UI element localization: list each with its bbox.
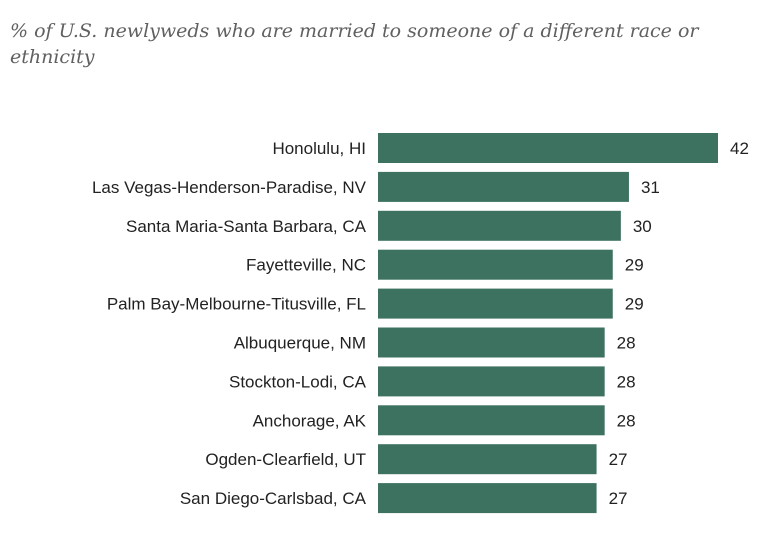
value-label: 28: [617, 411, 636, 430]
category-label: Fayetteville, NC: [246, 256, 366, 275]
category-label: San Diego-Carlsbad, CA: [180, 489, 367, 508]
value-label: 30: [633, 217, 652, 236]
category-label: Stockton-Lodi, CA: [229, 372, 367, 391]
value-label: 42: [730, 139, 749, 158]
bar: [378, 210, 621, 241]
category-label: Las Vegas-Henderson-Paradise, NV: [92, 178, 367, 197]
value-label: 31: [641, 178, 660, 197]
bar: [378, 249, 613, 280]
value-label: 28: [617, 372, 636, 391]
bar: [378, 366, 605, 397]
bar: [378, 483, 597, 514]
bar: [378, 171, 629, 202]
category-label: Ogden-Clearfield, UT: [205, 450, 366, 469]
bar: [378, 288, 613, 319]
value-label: 27: [609, 450, 628, 469]
value-label: 29: [625, 295, 644, 314]
category-label: Anchorage, AK: [253, 411, 367, 430]
category-label: Albuquerque, NM: [234, 334, 366, 353]
category-label: Santa Maria-Santa Barbara, CA: [126, 217, 367, 236]
value-label: 29: [625, 256, 644, 275]
bar: [378, 405, 605, 436]
value-label: 27: [609, 489, 628, 508]
bar: [378, 327, 605, 358]
category-label: Honolulu, HI: [272, 139, 366, 158]
bar: [378, 444, 597, 475]
value-label: 28: [617, 334, 636, 353]
bar: [378, 133, 718, 163]
category-label: Palm Bay-Melbourne-Titusville, FL: [107, 295, 366, 314]
chart-subtitle: % of U.S. newlyweds who are married to s…: [10, 20, 699, 68]
